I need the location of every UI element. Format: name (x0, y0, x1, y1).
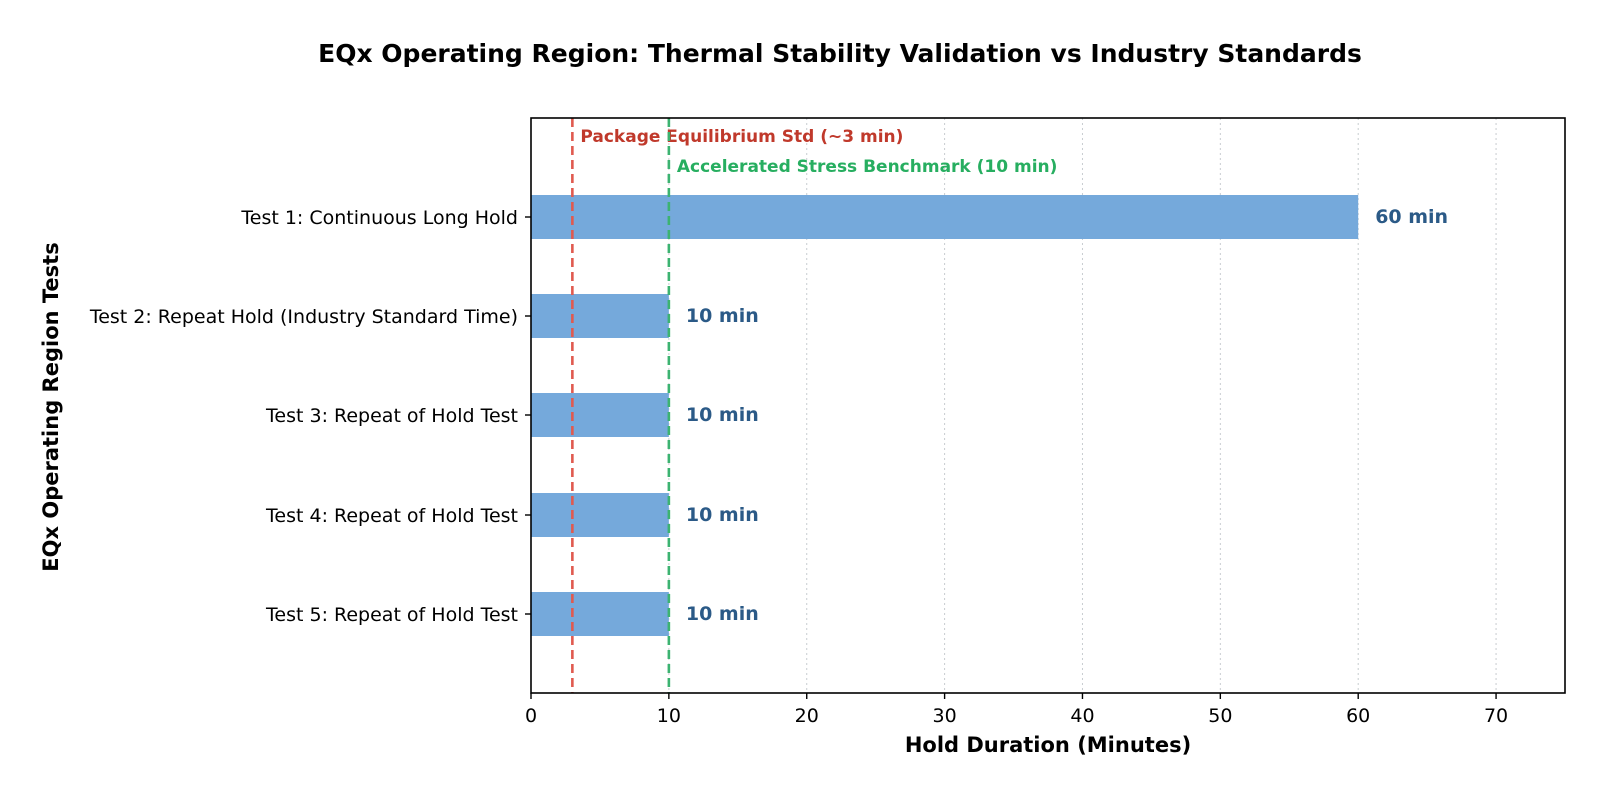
reference-lines: Package Equilibrium Std (~3 min) Accelera… (571, 118, 1058, 693)
bar-value-label: 10 min (686, 504, 759, 526)
y-axis-label: EQx Operating Region Tests (39, 242, 63, 571)
x-tick-label: 20 (795, 705, 819, 727)
y-tick-label: Test 1: Continuous Long Hold (240, 207, 518, 229)
x-axis-label: Hold Duration (Minutes) (905, 733, 1191, 757)
x-tick-label: 60 (1346, 705, 1370, 727)
bar-value-label: 10 min (686, 404, 759, 426)
x-tick-label: 10 (657, 705, 681, 727)
bar (531, 493, 669, 537)
reference-line-label: Package Equilibrium Std (~3 min) (580, 127, 903, 147)
x-tick-label: 70 (1484, 705, 1508, 727)
bar (531, 592, 669, 636)
plot-area-frame (530, 117, 1566, 694)
y-axis-ticks: Test 1: Continuous Long Hold Test 2: Repe… (89, 207, 531, 626)
reference-line-label: Accelerated Stress Benchmark (10 min) (677, 157, 1058, 177)
bar (531, 195, 1359, 239)
data-labels: 60 min 10 min 10 min 10 min 10 min (686, 206, 1448, 625)
bar-value-label: 10 min (686, 305, 759, 327)
y-tick-label: Test 2: Repeat Hold (Industry Standard T… (89, 306, 518, 328)
y-tick-label: Test 3: Repeat of Hold Test (265, 405, 518, 427)
x-tick-label: 0 (525, 705, 537, 727)
chart-title: EQx Operating Region: Thermal Stability … (318, 39, 1362, 68)
bar-value-label: 60 min (1375, 206, 1448, 228)
bar (531, 294, 669, 338)
x-axis-ticks: 0 10 20 30 40 50 60 70 (525, 693, 1508, 727)
x-tick-label: 40 (1070, 705, 1094, 727)
x-tick-label: 30 (933, 705, 957, 727)
bar-value-label: 10 min (686, 603, 759, 625)
y-tick-label: Test 4: Repeat of Hold Test (265, 505, 518, 527)
y-tick-label: Test 5: Repeat of Hold Test (265, 604, 518, 626)
bar (531, 393, 669, 437)
x-tick-label: 50 (1208, 705, 1232, 727)
